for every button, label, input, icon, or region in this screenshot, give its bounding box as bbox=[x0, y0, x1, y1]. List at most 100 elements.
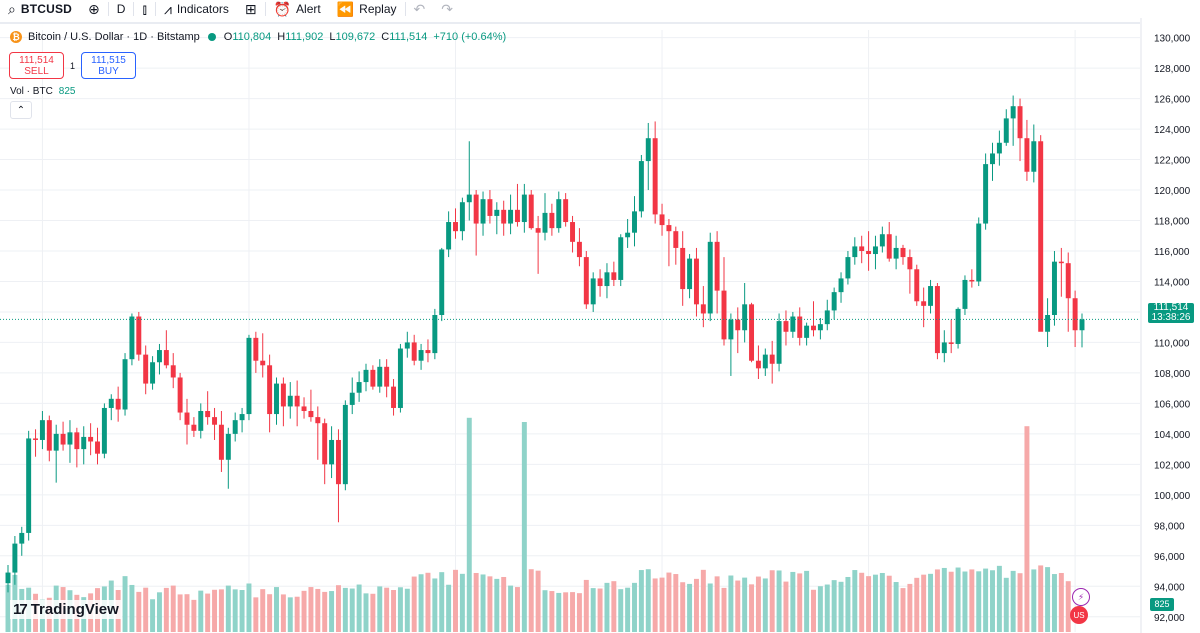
volume-bar bbox=[315, 588, 321, 632]
candle-body bbox=[260, 360, 266, 366]
volume-bar bbox=[274, 587, 279, 632]
interval-button[interactable]: D bbox=[109, 0, 134, 18]
candle-body bbox=[941, 342, 947, 354]
redo-button[interactable]: ↷ bbox=[433, 0, 461, 18]
candle-body bbox=[645, 138, 651, 162]
candle-body bbox=[831, 292, 837, 311]
candle-body bbox=[528, 194, 534, 229]
candle-body bbox=[88, 436, 94, 442]
volume-bar bbox=[384, 587, 390, 632]
volume-bar bbox=[156, 592, 162, 632]
candle-body bbox=[556, 199, 562, 229]
volume-bar bbox=[163, 587, 169, 632]
sell-button[interactable]: 111,514 SELL bbox=[9, 52, 64, 79]
market-open-icon bbox=[207, 33, 216, 41]
candle-body bbox=[762, 354, 768, 369]
chart-type-button[interactable]: ⫾ bbox=[134, 0, 154, 18]
volume-bar bbox=[680, 582, 686, 632]
volume-bar bbox=[611, 581, 617, 632]
candle-body bbox=[735, 319, 741, 331]
candle-body bbox=[136, 316, 142, 355]
candle-body bbox=[232, 420, 238, 434]
candle-body bbox=[301, 406, 307, 412]
buy-button[interactable]: 111,515 BUY bbox=[81, 52, 137, 79]
volume-bar bbox=[1031, 569, 1037, 632]
y-tick-label: 122,000 bbox=[1154, 156, 1191, 167]
candle-body bbox=[315, 417, 321, 424]
volume-bar bbox=[576, 593, 582, 632]
compare-symbol-button[interactable]: ⊕ bbox=[80, 0, 108, 18]
volume-bar bbox=[494, 578, 500, 632]
candle-body bbox=[239, 414, 245, 421]
volume-bar bbox=[645, 569, 651, 632]
candle-body bbox=[115, 398, 121, 410]
y-tick-label: 120,000 bbox=[1154, 186, 1191, 197]
volume-bar bbox=[191, 599, 197, 632]
candle-body bbox=[1031, 141, 1037, 172]
candle-body bbox=[590, 278, 596, 305]
volume-bar bbox=[852, 570, 858, 632]
volume-bar bbox=[205, 593, 211, 632]
volume-legend-label: Vol · BTC bbox=[10, 86, 53, 97]
candle-body bbox=[866, 250, 872, 255]
candle-body bbox=[693, 258, 699, 305]
candle-body bbox=[19, 532, 25, 544]
volume-bar bbox=[996, 565, 1002, 632]
lightning-icon[interactable]: ⚡ bbox=[1072, 588, 1090, 606]
volume-bar bbox=[280, 594, 286, 632]
collapse-legend-button[interactable]: ⌃ bbox=[10, 101, 32, 119]
volume-bar bbox=[769, 570, 775, 632]
candle-body bbox=[1051, 261, 1057, 315]
replay-button[interactable]: ⏪ Replay bbox=[329, 0, 405, 18]
volume-bar bbox=[308, 587, 314, 632]
volume-bar bbox=[212, 589, 218, 632]
candle-body bbox=[391, 386, 397, 408]
volume-bar bbox=[1038, 565, 1044, 632]
symbol-search[interactable]: ⌕ BTCUSD bbox=[0, 0, 80, 18]
us-flag-icon[interactable]: US bbox=[1070, 606, 1088, 624]
volume-bar bbox=[466, 417, 472, 632]
y-tick-label: 106,000 bbox=[1154, 399, 1191, 410]
templates-button[interactable]: ⊞ bbox=[237, 0, 265, 18]
candle-body bbox=[349, 392, 355, 405]
candle-body bbox=[322, 423, 328, 465]
volume-bar bbox=[514, 587, 520, 632]
volume-bar bbox=[342, 587, 348, 632]
y-tick-label: 118,000 bbox=[1154, 217, 1190, 228]
tradingview-logo-icon: 17 bbox=[13, 601, 28, 618]
candle-body bbox=[1017, 106, 1023, 139]
volume-legend-value: 825 bbox=[58, 86, 76, 97]
y-tick-label: 108,000 bbox=[1154, 369, 1191, 380]
replay-label: Replay bbox=[359, 2, 397, 16]
candle-body bbox=[81, 436, 87, 450]
candle-body bbox=[12, 543, 18, 573]
candle-body bbox=[969, 279, 975, 282]
volume-bar bbox=[804, 570, 810, 632]
close-value: 111,514 bbox=[389, 31, 428, 43]
candle-body bbox=[129, 316, 135, 360]
volume-bar bbox=[143, 587, 149, 632]
candle-body bbox=[122, 359, 128, 410]
candle-body bbox=[1010, 106, 1016, 119]
alert-button[interactable]: ⏰ Alert bbox=[266, 0, 329, 18]
candle-body bbox=[914, 269, 920, 302]
open-value: 110,804 bbox=[232, 31, 272, 43]
volume-bar bbox=[776, 570, 782, 632]
candle-body bbox=[246, 337, 252, 415]
tradingview-logo[interactable]: 17 TradingView bbox=[10, 600, 122, 619]
indicators-button[interactable]: ⩘ Indicators bbox=[156, 0, 237, 18]
candle-body bbox=[74, 432, 80, 450]
candle-body bbox=[907, 257, 913, 270]
y-tick-label: 94,000 bbox=[1154, 582, 1185, 593]
candle-body bbox=[514, 209, 520, 223]
volume-bar bbox=[122, 576, 128, 632]
candle-body bbox=[453, 222, 458, 232]
volume-bar bbox=[948, 571, 954, 632]
candle-body bbox=[5, 572, 11, 584]
undo-button[interactable]: ↶ bbox=[406, 0, 434, 18]
candle-body bbox=[638, 161, 644, 212]
candle-body bbox=[508, 209, 514, 224]
volume-bar bbox=[294, 596, 300, 632]
candle-body bbox=[425, 350, 431, 354]
